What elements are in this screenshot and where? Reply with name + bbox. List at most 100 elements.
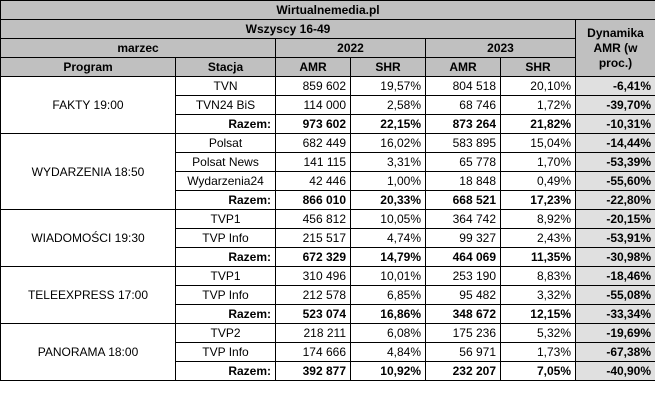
dynamics-header: Dynamika AMR (w proc.): [574, 19, 655, 77]
ratings-table: Wirtualnemedia.pl Wszyscy 16-49 Dynamika…: [0, 0, 655, 381]
month-header: marzec: [0, 38, 276, 58]
shr-2022-value: 6,85%: [350, 285, 426, 305]
station-name: Razem:: [175, 304, 276, 324]
shr-2023-value: 1,70%: [500, 152, 576, 172]
station-name: Razem:: [175, 190, 276, 210]
shr-2023-value: 7,05%: [500, 361, 576, 381]
dynamics-value: -53,91%: [574, 228, 655, 248]
shr-2023-value: 1,72%: [500, 95, 576, 115]
amr-2023-value: 65 778: [425, 152, 501, 172]
amr-2023-value: 804 518: [425, 76, 501, 96]
shr-2023-value: 21,82%: [500, 114, 576, 134]
shr-2022-value: 16,02%: [350, 133, 426, 153]
table-row: Razem: 523 074 16,86% 348 672 12,15% -33,34%: [1, 304, 655, 324]
amr-2022-value: 114 000: [275, 95, 351, 115]
amr-2023-value: 68 746: [425, 95, 501, 115]
amr-2023-value: 18 848: [425, 171, 501, 191]
amr-2022-value: 42 446: [275, 171, 351, 191]
amr-2022-value: 672 329: [275, 247, 351, 267]
shr-2022-value: 6,08%: [350, 323, 426, 343]
amr-2022-value: 456 812: [275, 209, 351, 229]
shr-2023-value: 3,32%: [500, 285, 576, 305]
table-row: PANORAMA 18:00 TVP2 218 211 6,08% 175 236 5,3…: [0, 323, 655, 381]
shr-2023-value: 17,23%: [500, 190, 576, 210]
shr-2023-value: 12,15%: [500, 304, 576, 324]
shr-2022-value: 16,86%: [350, 304, 426, 324]
amr-2023-header: AMR: [425, 57, 501, 77]
program-name: WYDARZENIA 18:50: [0, 133, 176, 210]
amr-2023-value: 364 742: [425, 209, 501, 229]
shr-2022-value: 22,15%: [350, 114, 426, 134]
shr-2022-value: 20,33%: [350, 190, 426, 210]
shr-2023-header: SHR: [500, 57, 576, 77]
year-2022-header: 2022: [275, 38, 426, 58]
table-body: FAKTY 19:00 TVN 859 602 19,57% 804 518 20,10%…: [0, 76, 655, 381]
dynamics-value: -33,34%: [574, 304, 655, 324]
program-name: TELEEXPRESS 17:00: [0, 266, 176, 324]
amr-2023-value: 668 521: [425, 190, 501, 210]
amr-2022-value: 310 496: [275, 266, 351, 286]
station-name: TVN: [175, 76, 276, 96]
amr-2022-value: 392 877: [275, 361, 351, 381]
shr-2022-value: 4,74%: [350, 228, 426, 248]
station-name: TVP Info: [175, 285, 276, 305]
station-name: Wydarzenia24: [175, 171, 276, 191]
amr-2022-value: 215 517: [275, 228, 351, 248]
station-name: TVP1: [175, 209, 276, 229]
shr-2023-value: 0,49%: [500, 171, 576, 191]
station-name: Polsat: [175, 133, 276, 153]
dynamics-value: -10,31%: [574, 114, 655, 134]
shr-2022-header: SHR: [350, 57, 426, 77]
amr-2022-value: 218 211: [275, 323, 351, 343]
shr-2023-value: 5,32%: [500, 323, 576, 343]
year-2023-header: 2023: [425, 38, 576, 58]
amr-2023-value: 95 482: [425, 285, 501, 305]
station-name: Polsat News: [175, 152, 276, 172]
amr-2023-value: 464 069: [425, 247, 501, 267]
amr-2022-value: 973 602: [275, 114, 351, 134]
amr-2023-value: 348 672: [425, 304, 501, 324]
dynamics-value: -20,15%: [574, 209, 655, 229]
shr-2022-value: 1,00%: [350, 171, 426, 191]
amr-2023-value: 99 327: [425, 228, 501, 248]
dynamics-value: -18,46%: [574, 266, 655, 286]
station-name: TVP2: [175, 323, 276, 343]
amr-2022-value: 859 602: [275, 76, 351, 96]
table-row: TVP Info 215 517 4,74% 99 327 2,43% -53,91%: [1, 228, 655, 248]
dynamics-value: -40,90%: [574, 361, 655, 381]
table-title: Wirtualnemedia.pl: [0, 0, 655, 20]
program-name: WIADOMOŚCI 19:30: [0, 209, 176, 267]
shr-2022-value: 3,31%: [350, 152, 426, 172]
amr-2023-value: 175 236: [425, 323, 501, 343]
shr-2023-value: 11,35%: [500, 247, 576, 267]
station-column-header: Stacja: [175, 57, 276, 77]
amr-2022-value: 212 578: [275, 285, 351, 305]
table-row: WIADOMOŚCI 19:30 TVP1 456 812 10,05% 364 742…: [0, 209, 655, 267]
program-name: PANORAMA 18:00: [0, 323, 176, 381]
table-row: TELEEXPRESS 17:00 TVP1 310 496 10,01% 253 19…: [0, 266, 655, 324]
station-name: TVN24 BiS: [175, 95, 276, 115]
dynamics-value: -30,98%: [574, 247, 655, 267]
dynamics-value: -22,80%: [574, 190, 655, 210]
shr-2023-value: 20,10%: [500, 76, 576, 96]
shr-2022-value: 4,84%: [350, 342, 426, 362]
program-column-header: Program: [0, 57, 176, 77]
shr-2022-value: 10,05%: [350, 209, 426, 229]
dynamics-value: -55,60%: [574, 171, 655, 191]
table-row: Wydarzenia24 42 446 1,00% 18 848 0,49% -55,60…: [1, 171, 655, 191]
amr-2022-header: AMR: [275, 57, 351, 77]
shr-2023-value: 8,83%: [500, 266, 576, 286]
table-row: FAKTY 19:00 TVN 859 602 19,57% 804 518 20,10%…: [0, 76, 655, 134]
station-name: Razem:: [175, 361, 276, 381]
dynamics-value: -19,69%: [574, 323, 655, 343]
table-row: WYDARZENIA 18:50 Polsat 682 449 16,02% 583 8…: [0, 133, 655, 210]
dynamics-value: -6,41%: [574, 76, 655, 96]
shr-2022-value: 2,58%: [350, 95, 426, 115]
dynamics-value: -14,44%: [574, 133, 655, 153]
shr-2022-value: 10,92%: [350, 361, 426, 381]
station-name: Razem:: [175, 247, 276, 267]
amr-2023-value: 253 190: [425, 266, 501, 286]
station-name: TVP Info: [175, 228, 276, 248]
amr-2022-value: 174 666: [275, 342, 351, 362]
shr-2023-value: 8,92%: [500, 209, 576, 229]
